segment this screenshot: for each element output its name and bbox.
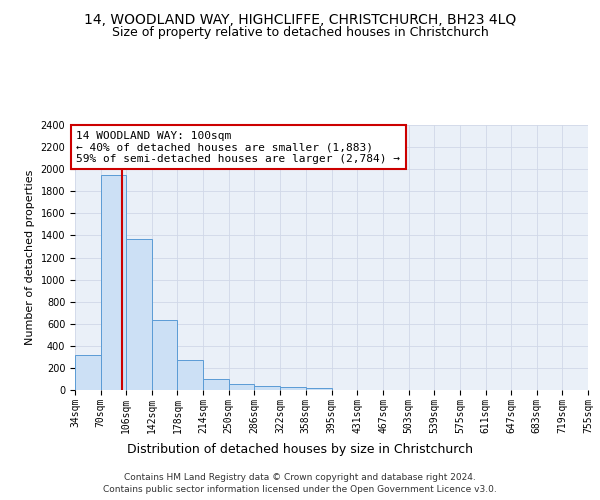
Bar <box>280 386 305 390</box>
Text: 14 WOODLAND WAY: 100sqm
← 40% of detached houses are smaller (1,883)
59% of semi: 14 WOODLAND WAY: 100sqm ← 40% of detache… <box>76 130 400 164</box>
Bar <box>126 238 152 390</box>
Bar <box>178 360 203 390</box>
Bar <box>254 386 280 390</box>
Text: 14, WOODLAND WAY, HIGHCLIFFE, CHRISTCHURCH, BH23 4LQ: 14, WOODLAND WAY, HIGHCLIFFE, CHRISTCHUR… <box>84 12 516 26</box>
Bar <box>75 355 101 390</box>
Bar <box>101 174 126 390</box>
Text: Size of property relative to detached houses in Christchurch: Size of property relative to detached ho… <box>112 26 488 39</box>
Bar <box>203 379 229 390</box>
Bar <box>229 384 254 390</box>
Y-axis label: Number of detached properties: Number of detached properties <box>25 170 35 345</box>
Text: Contains HM Land Registry data © Crown copyright and database right 2024.: Contains HM Land Registry data © Crown c… <box>124 472 476 482</box>
Text: Contains public sector information licensed under the Open Government Licence v3: Contains public sector information licen… <box>103 485 497 494</box>
Text: Distribution of detached houses by size in Christchurch: Distribution of detached houses by size … <box>127 442 473 456</box>
Bar <box>305 388 332 390</box>
Bar <box>152 320 178 390</box>
